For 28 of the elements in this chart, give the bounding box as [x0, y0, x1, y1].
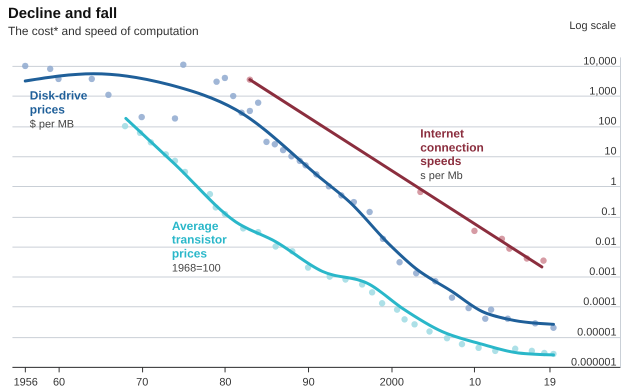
x-tick-label: 90	[302, 376, 315, 388]
series-label: Average transistor prices	[172, 218, 228, 261]
y-tick-label: 1,000	[589, 86, 617, 98]
x-tick-label: 60	[52, 376, 66, 388]
x-tick-label: 1956	[14, 376, 38, 388]
y-axis-title: Log scale	[569, 20, 616, 32]
y-tick-label: 10,000	[583, 55, 617, 68]
y-tick-label: 0.001	[589, 266, 617, 278]
y-tick-label: 0.00001	[577, 326, 617, 338]
x-tick-label: 70	[136, 376, 148, 388]
x-tick-label: 2000	[380, 376, 404, 388]
series-label: Internet connection speeds	[420, 126, 484, 168]
annotation: s per Mb	[420, 170, 463, 182]
chart-title: Decline and fall	[8, 6, 118, 22]
annotation: $ per MB	[30, 118, 74, 130]
y-tick-label: 10	[604, 146, 617, 158]
y-tick-label: 1	[610, 176, 617, 188]
series-label: Disk-drive prices	[30, 88, 88, 117]
y-tick-label: 100	[598, 116, 617, 128]
chart-subtitle: The cost* and speed of computation	[8, 24, 199, 38]
y-tick-label: 0.000001	[571, 356, 617, 368]
annotation: 1968=100	[172, 262, 221, 275]
y-tick-label: 0.1	[601, 206, 617, 218]
x-tick-label: 19	[544, 376, 556, 388]
x-tick-label: 10	[468, 376, 482, 388]
x-tick-label: 80	[219, 376, 232, 388]
y-tick-label: 0.01	[595, 236, 617, 248]
y-tick-label: 0.0001	[583, 296, 617, 308]
